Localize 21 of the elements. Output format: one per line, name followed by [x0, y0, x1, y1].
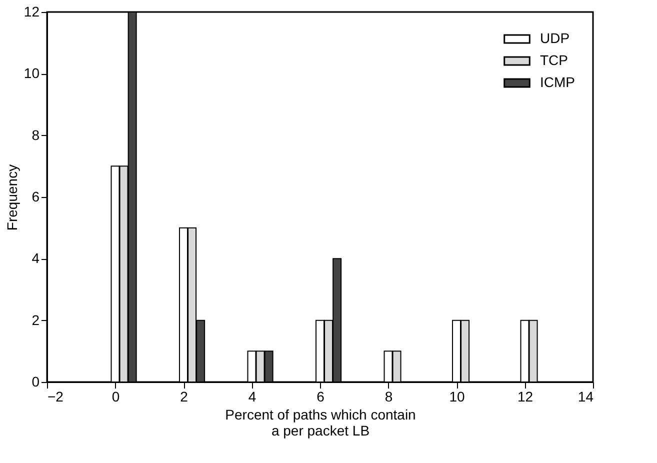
y-tick-label: 10	[24, 65, 40, 82]
x-tick-label: 4	[248, 388, 256, 404]
y-axis-title: Frequency	[4, 164, 20, 231]
legend-label: TCP	[540, 52, 568, 68]
legend-label: UDP	[540, 30, 570, 46]
y-tick-label: 12	[24, 4, 40, 20]
x-tick-label: 12	[517, 388, 534, 404]
x-tick-label: 14	[578, 388, 594, 404]
y-tick-label: 4	[32, 250, 40, 266]
x-tick-label: 6	[316, 388, 325, 404]
x-tick-label: 8	[384, 388, 393, 404]
x-tick-label: 2	[180, 388, 188, 404]
y-tick-label: 2	[32, 312, 40, 328]
y-tick-label: 0	[32, 374, 40, 390]
y-tick-label: 8	[32, 126, 40, 143]
x-tick-label: 10	[449, 388, 465, 404]
x-tick-label: 0	[112, 388, 120, 404]
legend-label: ICMP	[540, 74, 575, 90]
x-tick-label: −2	[48, 388, 64, 404]
x-axis-title: Percent of paths which contain a per packet LB	[225, 406, 416, 438]
y-tick-label: 6	[32, 188, 40, 204]
